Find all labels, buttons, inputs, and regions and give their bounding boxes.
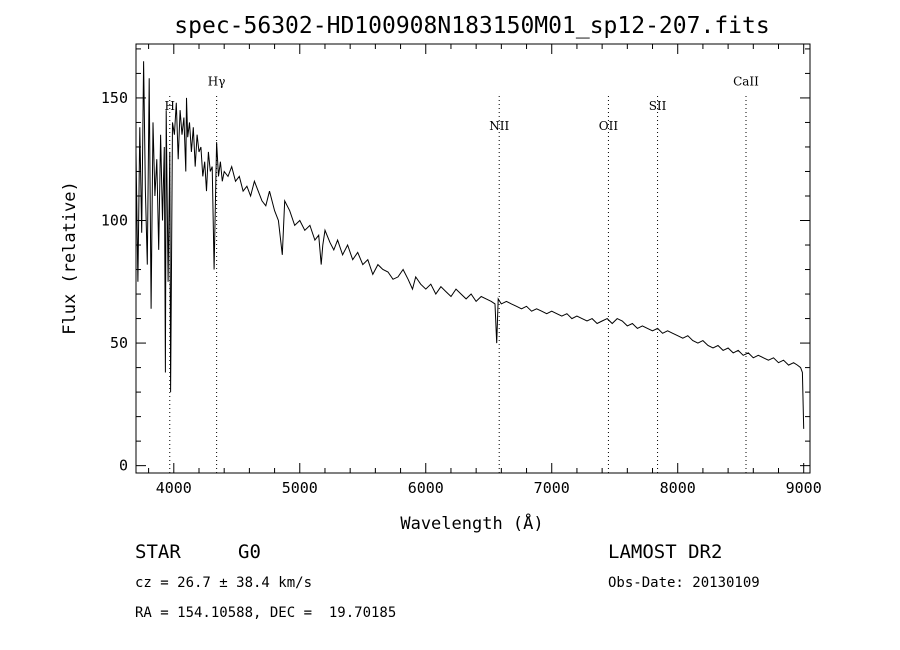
survey-name: LAMOST DR2: [608, 541, 723, 563]
line-markers: H Hγ NII OII SII CaII: [165, 75, 759, 473]
y-tick-label: 0: [119, 457, 128, 475]
x-tick-label: 4000: [156, 479, 192, 497]
object-class: STAR: [135, 541, 181, 563]
x-tick-label: 7000: [534, 479, 570, 497]
spectrum-line: [135, 61, 805, 429]
line-marker-label: NII: [489, 119, 509, 133]
plot-frame: [135, 43, 811, 474]
line-marker-label: Hγ: [208, 75, 226, 89]
x-tick-label: 9000: [786, 479, 822, 497]
y-tick-label: 150: [101, 89, 128, 107]
y-tick-label: 50: [110, 334, 128, 352]
chart-title: spec-56302-HD100908N183150M01_sp12-207.f…: [174, 13, 769, 39]
x-tick-label: 6000: [408, 479, 444, 497]
redshift-text: cz = 26.7 ± 38.4 km/s: [135, 575, 313, 591]
line-marker-label: OII: [599, 119, 619, 133]
x-tick-label: 5000: [282, 479, 318, 497]
line-marker-label: H: [165, 99, 175, 113]
coordinates-text: RA = 154.10588, DEC = 19.70185: [135, 605, 397, 621]
x-axis-label: Wavelength (Å): [400, 512, 543, 534]
x-tick-label: 8000: [660, 479, 696, 497]
subclass: G0: [238, 541, 261, 563]
line-marker-label: CaII: [733, 75, 759, 89]
axes: 4000 5000 6000 7000 8000 9000 0 50 100 150: [101, 44, 822, 497]
line-marker-label: SII: [649, 99, 667, 113]
y-axis-label: Flux (relative): [60, 181, 80, 335]
obs-date: Obs-Date: 20130109: [608, 575, 760, 591]
y-tick-label: 100: [101, 212, 128, 230]
